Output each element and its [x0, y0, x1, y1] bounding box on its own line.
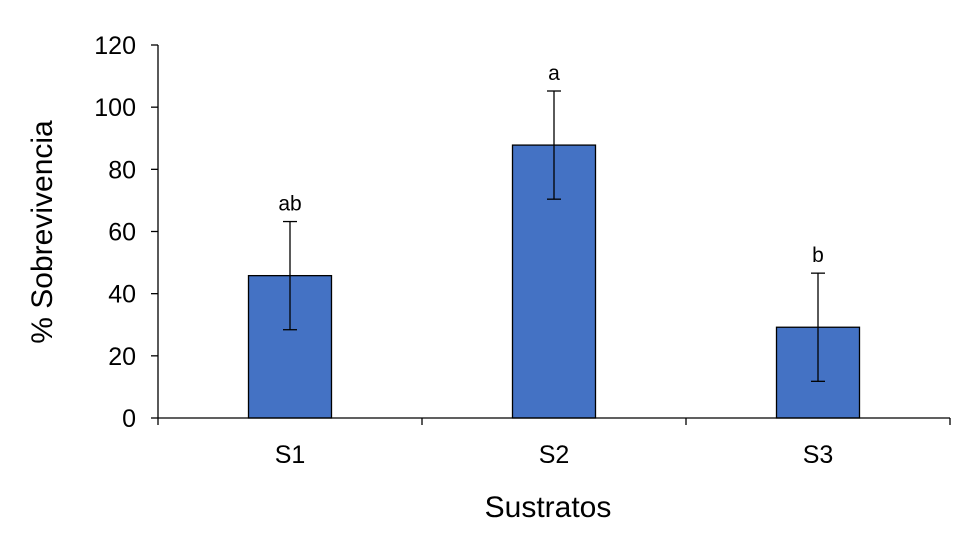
significance-label: ab: [278, 193, 301, 216]
x-tick-label: S3: [803, 441, 834, 469]
y-tick-label: 80: [108, 156, 136, 184]
y-tick-label: 0: [122, 405, 136, 433]
y-tick-label: 120: [94, 32, 136, 60]
significance-label: b: [812, 244, 824, 267]
y-tick-label: 40: [108, 281, 136, 309]
x-axis-label: Sustratos: [485, 491, 612, 524]
x-tick-label: S2: [539, 441, 570, 469]
significance-label: a: [548, 62, 560, 85]
y-tick-label: 20: [108, 343, 136, 371]
y-axis-label: % Sobrevivencia: [26, 120, 59, 344]
x-tick-label: S1: [275, 441, 306, 469]
y-tick-label: 60: [108, 219, 136, 247]
y-tick-label: 100: [94, 94, 136, 122]
